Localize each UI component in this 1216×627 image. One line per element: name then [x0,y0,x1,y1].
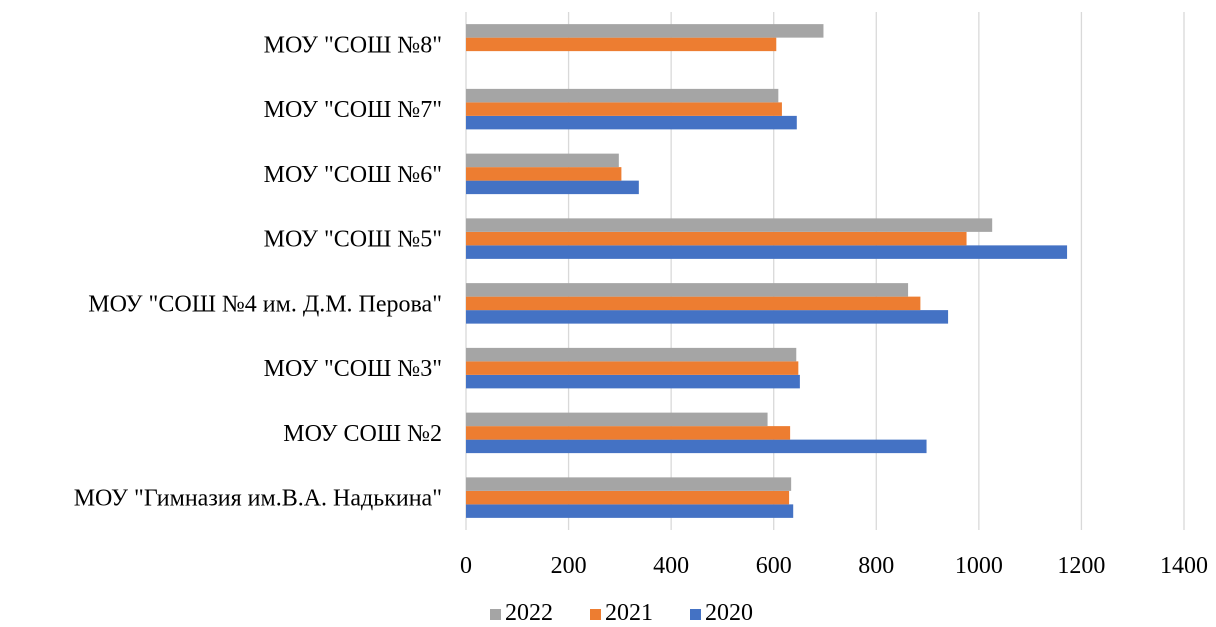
bar-2020 [466,310,949,324]
legend-label-2020: 2020 [705,600,753,626]
bar-2021 [466,490,790,505]
bar-2021 [466,167,622,181]
bars [466,24,1068,518]
x-tick-label: 200 [551,553,587,579]
x-tick-label: 1200 [1057,553,1105,579]
legend-label-2021: 2021 [605,600,653,626]
bar-2021 [466,361,799,375]
bar-2020 [466,115,797,130]
bar-2022 [466,477,792,491]
category-label: МОУ СОШ №2 [283,421,442,447]
bar-2022 [466,24,824,38]
x-tick-label: 600 [756,553,792,579]
bar-2021 [466,296,921,311]
x-tick-label: 1400 [1160,553,1208,579]
bar-2020 [466,180,639,195]
bar-2022 [466,347,797,362]
legend-swatch-2021 [590,609,601,620]
category-label: МОУ "СОШ №8" [264,32,442,58]
bar-2020 [466,439,927,454]
bar-2021 [466,37,777,52]
bar-2022 [466,218,993,232]
bar-2021 [466,102,782,116]
legend-label-2022: 2022 [505,600,553,626]
bar-2020 [466,374,800,389]
x-tick-labels: 0 200 400 600 800 1000 1200 1400 [460,553,1208,579]
x-tick-label: 400 [653,553,689,579]
category-label: МОУ "СОШ №5" [264,227,442,253]
legend: 2022 2021 2020 [490,600,753,626]
category-label: МОУ "СОШ №4 им. Д.М. Перова" [88,291,442,317]
category-label: МОУ "СОШ №6" [264,162,442,188]
bar-2020 [466,245,1068,259]
legend-swatch-2020 [690,609,701,620]
category-label: МОУ "СОШ №3" [264,356,442,382]
bar-2022 [466,153,619,168]
category-labels: МОУ "Гимназия им.В.А. Надькина" МОУ СОШ №… [74,32,442,511]
bar-2021 [466,231,967,246]
category-label: МОУ "Гимназия им.В.А. Надькина" [74,486,442,512]
bar-2022 [466,283,909,297]
bar-2022 [466,88,779,103]
bar-2021 [466,426,791,440]
bar-2022 [466,412,768,427]
x-tick-label: 0 [460,553,472,579]
legend-swatch-2022 [490,609,501,620]
x-tick-label: 800 [858,553,894,579]
category-label: МОУ "СОШ №7" [264,97,442,123]
x-tick-label: 1000 [955,553,1003,579]
bar-2020 [466,504,794,518]
